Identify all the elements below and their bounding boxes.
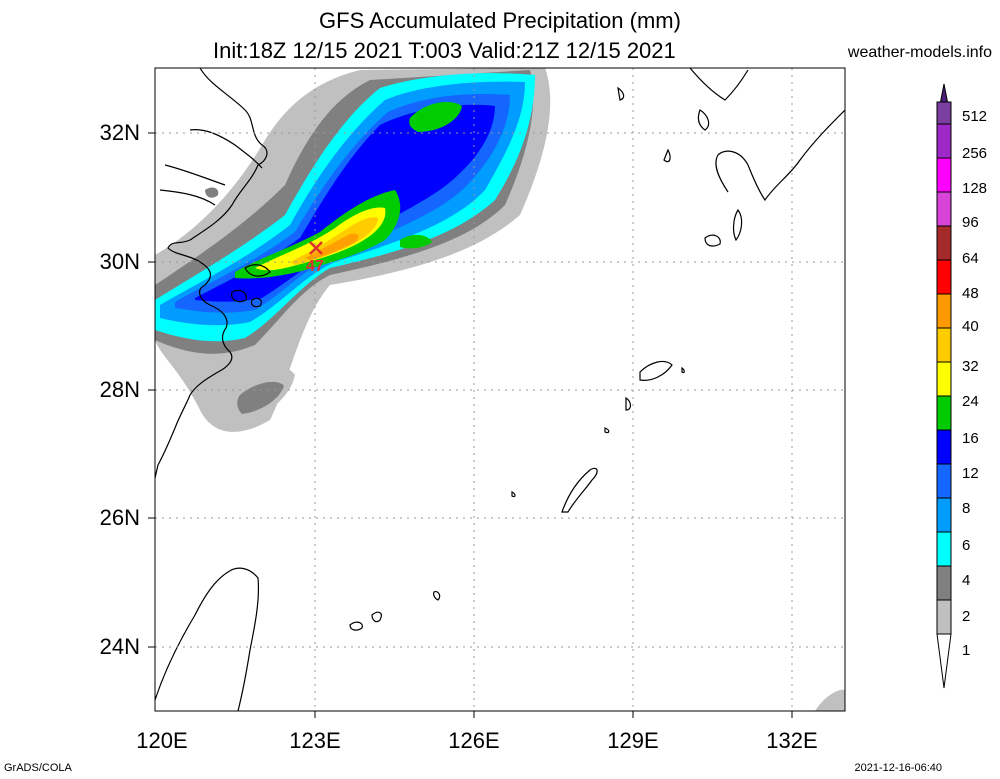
colorbar-label: 64: [962, 250, 979, 267]
colorbar-swatch: [936, 157, 952, 193]
lat-label-26n: 26N: [99, 505, 140, 530]
colorbar-swatch: [936, 123, 952, 159]
colorbar-swatch: [936, 565, 952, 601]
lon-label-120e: 120E: [136, 728, 188, 753]
precip-band-2mm-south: [237, 381, 284, 414]
lat-label-28n: 28N: [99, 377, 140, 402]
colorbar-label: 16: [962, 430, 979, 447]
okinawa-coast: [511, 396, 632, 513]
colorbar-swatch: [936, 191, 952, 227]
yangtze-estuary: [159, 129, 263, 206]
colorbar-swatch: [936, 361, 952, 397]
max-precip-marker: [309, 241, 323, 255]
colorbar-swatch: [936, 531, 952, 567]
footer-credit: GrADS/COLA: [4, 762, 72, 774]
colorbar-label: 512: [962, 108, 988, 125]
colorbar-label: 48: [962, 285, 979, 302]
colorbar-swatch: [936, 293, 952, 329]
map-subtitle: Init:18Z 12/15 2021 T:003 Valid:21Z 12/1…: [213, 38, 676, 63]
kyushu-coast: [689, 68, 845, 202]
graticule: [155, 68, 845, 711]
taiwan-coast: [155, 567, 260, 711]
map-title: GFS Accumulated Precipitation (mm): [319, 8, 681, 33]
colorbar-swatch: [936, 225, 952, 261]
axis-ticks: [148, 132, 793, 718]
lat-label-32n: 32N: [99, 120, 140, 145]
colorbar-label: 256: [962, 145, 988, 162]
precip-band-12mm: [195, 104, 495, 302]
colorbar-swatch: [936, 259, 952, 295]
colorbar-label: 8: [962, 500, 971, 517]
colorbar-label: 4: [962, 572, 971, 589]
colorbar-swatch: [936, 327, 952, 363]
colorbar-label: 96: [962, 214, 979, 231]
coastlines: [155, 68, 845, 711]
lon-label-126e: 126E: [448, 728, 500, 753]
precip-band-1mm-se: [815, 689, 845, 711]
tanegashima: [704, 208, 743, 247]
colorbar-swatch: [936, 463, 952, 499]
colorbar-swatch: [936, 497, 952, 533]
footer-timestamp: 2021-12-16-06:40: [854, 762, 942, 774]
colorbar-label: 32: [962, 358, 979, 375]
colorbar-label: 24: [962, 393, 979, 410]
lon-label-132e: 132E: [766, 728, 818, 753]
precip-band-24mm: [255, 207, 386, 271]
lat-label-30n: 30N: [99, 249, 140, 274]
colorbar-swatch: [936, 101, 952, 125]
precip-band-16mm-east: [400, 234, 432, 249]
lon-label-123e: 123E: [289, 728, 341, 753]
goto-islands: [617, 86, 710, 163]
colorbar-label: 40: [962, 318, 979, 335]
lat-label-24n: 24N: [99, 634, 140, 659]
colorbar-swatch: [936, 429, 952, 465]
colorbar-label: 2: [962, 608, 971, 625]
china-coast: [155, 68, 268, 479]
colorbar-bottom-arrow: [936, 633, 952, 689]
precip-band-2mm-west: [205, 187, 219, 198]
colorbar-label: 128: [962, 180, 988, 197]
colorbar-label: 6: [962, 537, 971, 554]
sakishima-islands: [349, 591, 441, 631]
zhoushan-islands: [231, 264, 271, 308]
precip-band-40mm: [305, 233, 359, 260]
max-precip-value: 47: [306, 258, 324, 275]
precip-band-16mm: [235, 190, 401, 279]
colorbar: [936, 83, 952, 689]
colorbar-swatch: [936, 395, 952, 431]
precip-band-16mm-north: [409, 102, 462, 132]
site-label: weather-models.info: [847, 44, 992, 61]
lon-label-129e: 129E: [607, 728, 659, 753]
colorbar-label: 12: [962, 465, 979, 482]
colorbar-label: 1: [962, 642, 971, 659]
colorbar-swatch: [936, 599, 952, 635]
amami-oshima: [639, 360, 685, 381]
